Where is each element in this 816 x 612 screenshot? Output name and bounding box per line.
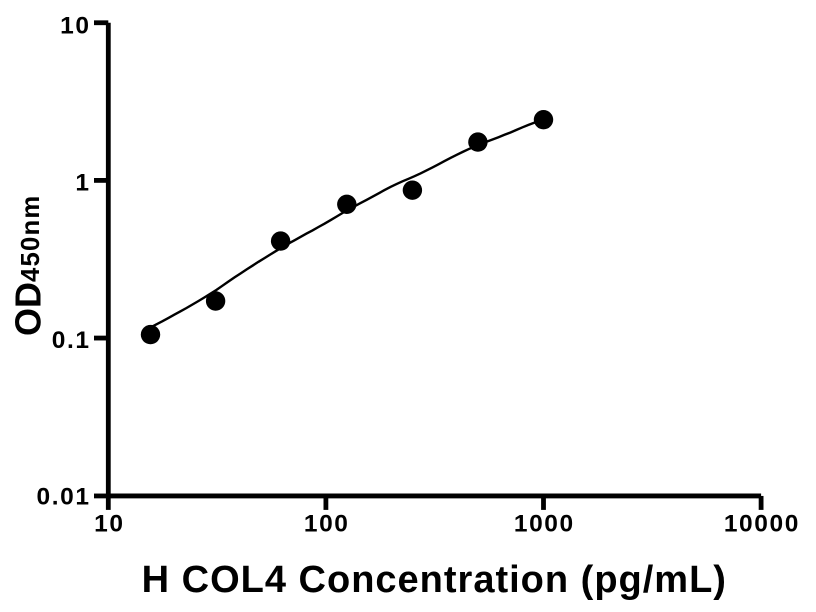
svg-text:100: 100	[304, 511, 350, 538]
svg-text:1000: 1000	[514, 511, 575, 538]
svg-text:1: 1	[75, 169, 90, 196]
svg-text:10000: 10000	[724, 511, 800, 538]
svg-text:0.1: 0.1	[52, 327, 91, 354]
svg-text:0.01: 0.01	[37, 484, 91, 511]
svg-text:10: 10	[60, 12, 90, 39]
svg-text:10: 10	[94, 511, 124, 538]
svg-text:H COL4 Concentration (pg/mL): H COL4 Concentration (pg/mL)	[142, 559, 727, 601]
